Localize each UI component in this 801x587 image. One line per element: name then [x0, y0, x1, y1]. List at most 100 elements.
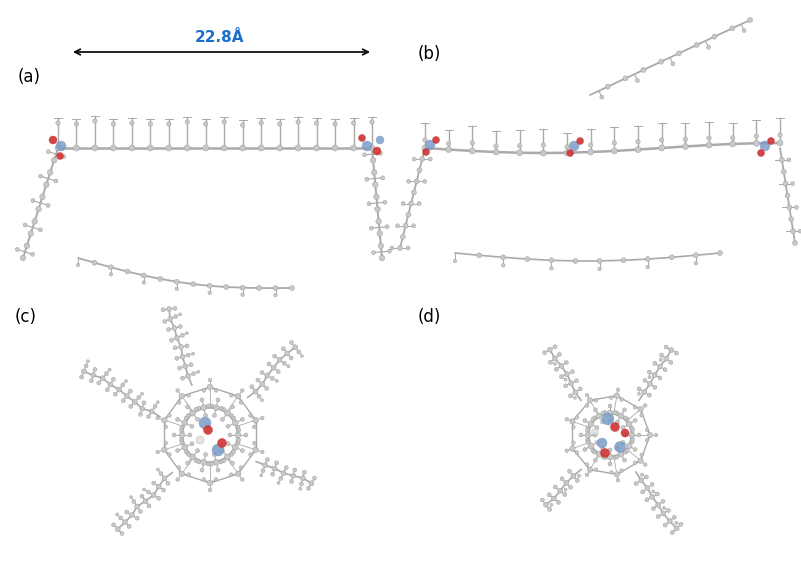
Circle shape	[517, 150, 523, 156]
Circle shape	[635, 147, 641, 153]
Circle shape	[588, 443, 594, 449]
Circle shape	[231, 461, 235, 465]
Circle shape	[760, 141, 770, 151]
Circle shape	[175, 287, 179, 291]
Circle shape	[307, 487, 311, 490]
Circle shape	[167, 328, 171, 332]
Circle shape	[640, 453, 643, 457]
Circle shape	[159, 471, 163, 475]
Circle shape	[162, 488, 166, 492]
Circle shape	[164, 441, 167, 445]
Circle shape	[147, 145, 153, 151]
Circle shape	[236, 441, 240, 445]
Circle shape	[199, 417, 211, 429]
Circle shape	[557, 352, 562, 356]
Circle shape	[541, 150, 546, 156]
Circle shape	[564, 384, 568, 388]
Circle shape	[87, 360, 90, 363]
Circle shape	[575, 451, 579, 454]
Circle shape	[31, 198, 35, 203]
Circle shape	[210, 404, 214, 408]
Circle shape	[493, 149, 499, 155]
Circle shape	[613, 456, 617, 460]
Circle shape	[130, 512, 135, 518]
Circle shape	[638, 458, 643, 463]
Circle shape	[791, 181, 795, 185]
Circle shape	[212, 444, 224, 456]
Circle shape	[423, 180, 427, 183]
Circle shape	[250, 384, 254, 389]
Circle shape	[422, 145, 428, 151]
Circle shape	[115, 513, 119, 516]
Circle shape	[232, 420, 238, 426]
Circle shape	[175, 335, 179, 340]
Circle shape	[241, 293, 244, 296]
Circle shape	[92, 145, 98, 151]
Circle shape	[208, 291, 211, 295]
Circle shape	[239, 401, 243, 404]
Circle shape	[586, 440, 590, 444]
Circle shape	[583, 447, 587, 451]
Circle shape	[180, 441, 184, 445]
Circle shape	[260, 370, 264, 375]
Circle shape	[240, 478, 244, 481]
Circle shape	[540, 498, 544, 502]
Circle shape	[630, 426, 634, 430]
Circle shape	[167, 122, 171, 126]
Circle shape	[413, 157, 417, 161]
Circle shape	[625, 448, 629, 453]
Circle shape	[157, 496, 161, 500]
Circle shape	[683, 137, 687, 141]
Circle shape	[271, 376, 275, 380]
Circle shape	[167, 453, 171, 456]
Circle shape	[151, 492, 156, 498]
Circle shape	[232, 444, 238, 450]
Circle shape	[197, 460, 201, 464]
Circle shape	[362, 141, 372, 151]
Circle shape	[781, 169, 787, 174]
Circle shape	[295, 145, 301, 151]
Circle shape	[180, 354, 185, 359]
Circle shape	[417, 168, 422, 173]
Circle shape	[172, 326, 177, 330]
Circle shape	[314, 121, 319, 125]
Circle shape	[572, 441, 575, 444]
Circle shape	[56, 141, 66, 151]
Circle shape	[470, 141, 474, 145]
Circle shape	[222, 458, 226, 463]
Circle shape	[132, 399, 137, 404]
Circle shape	[658, 145, 665, 151]
Circle shape	[273, 286, 278, 291]
Circle shape	[143, 498, 148, 504]
Circle shape	[622, 408, 626, 412]
Circle shape	[653, 385, 657, 389]
Text: (b): (b)	[418, 45, 441, 63]
Circle shape	[125, 269, 130, 274]
Circle shape	[611, 148, 618, 154]
Circle shape	[573, 390, 578, 395]
Circle shape	[108, 265, 114, 270]
Circle shape	[140, 494, 144, 498]
Circle shape	[565, 417, 569, 421]
Circle shape	[240, 389, 244, 392]
Circle shape	[638, 478, 644, 483]
Circle shape	[156, 468, 159, 471]
Circle shape	[276, 370, 280, 374]
Circle shape	[669, 360, 673, 365]
Circle shape	[253, 389, 258, 394]
Circle shape	[613, 410, 617, 414]
Circle shape	[352, 121, 356, 125]
Circle shape	[201, 459, 207, 465]
Circle shape	[401, 201, 405, 205]
Circle shape	[747, 18, 752, 22]
Circle shape	[184, 450, 188, 454]
Circle shape	[148, 122, 152, 126]
Circle shape	[300, 482, 304, 486]
Circle shape	[162, 476, 167, 481]
Circle shape	[587, 467, 593, 473]
Circle shape	[113, 392, 117, 396]
Circle shape	[615, 455, 619, 459]
Circle shape	[279, 477, 283, 480]
Circle shape	[236, 425, 240, 429]
Circle shape	[141, 392, 143, 395]
